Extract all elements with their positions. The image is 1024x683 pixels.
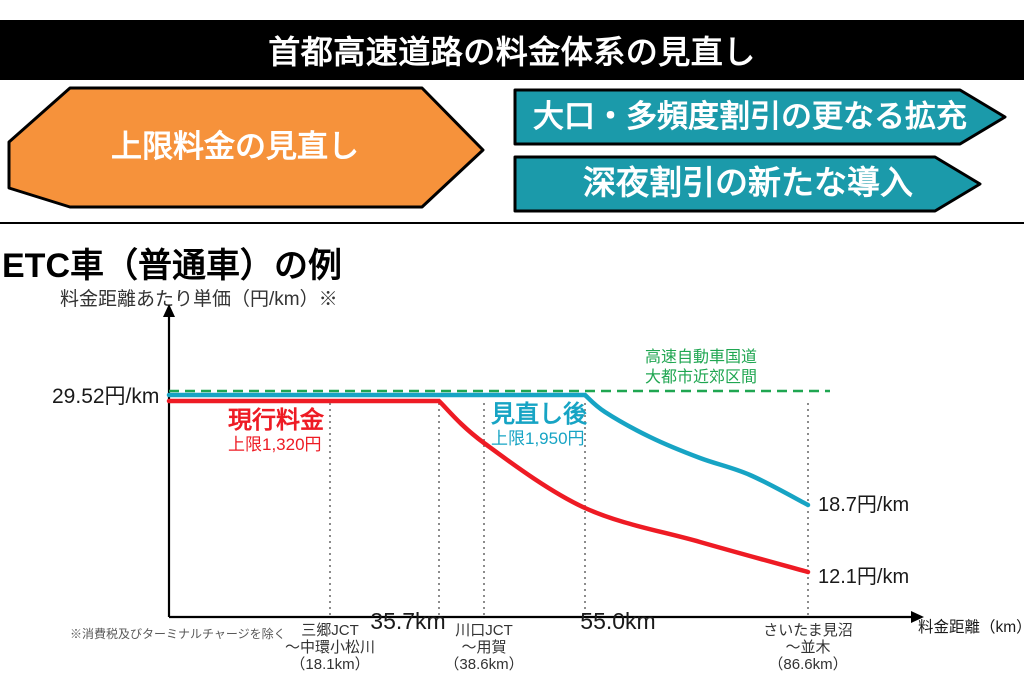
svg-text:さいたま見沼: さいたま見沼 bbox=[763, 622, 853, 639]
svg-text:上限1,950円: 上限1,950円 bbox=[491, 429, 585, 448]
svg-text:大都市近郊区間: 大都市近郊区間 bbox=[645, 368, 757, 386]
svg-text:見直し後: 見直し後 bbox=[491, 400, 588, 428]
svg-text:三郷JCT: 三郷JCT bbox=[301, 622, 359, 639]
svg-text:55.0km: 55.0km bbox=[580, 608, 655, 634]
svg-text:～用賀: ～用賀 bbox=[461, 639, 506, 656]
svg-text:～中環小松川: ～中環小松川 bbox=[285, 639, 375, 656]
svg-text:～並木: ～並木 bbox=[785, 639, 830, 656]
svg-text:18.7円/km: 18.7円/km bbox=[818, 494, 909, 516]
svg-text:※消費税及びターミナルチャージを除く: ※消費税及びターミナルチャージを除く bbox=[70, 626, 286, 641]
svg-text:（86.6km）: （86.6km） bbox=[768, 656, 847, 673]
svg-text:（38.6km）: （38.6km） bbox=[444, 656, 523, 673]
svg-text:川口JCT: 川口JCT bbox=[455, 622, 513, 639]
svg-text:35.7km: 35.7km bbox=[370, 608, 445, 634]
svg-text:高速自動車国道: 高速自動車国道 bbox=[645, 348, 757, 366]
svg-text:上限1,320円: 上限1,320円 bbox=[228, 435, 322, 454]
svg-text:12.1円/km: 12.1円/km bbox=[818, 566, 909, 588]
svg-text:（18.1km）: （18.1km） bbox=[290, 656, 369, 673]
svg-text:現行料金: 現行料金 bbox=[228, 406, 325, 434]
svg-text:料金距離（km）: 料金距離（km） bbox=[918, 618, 1024, 636]
svg-text:29.52円/km: 29.52円/km bbox=[52, 385, 159, 408]
